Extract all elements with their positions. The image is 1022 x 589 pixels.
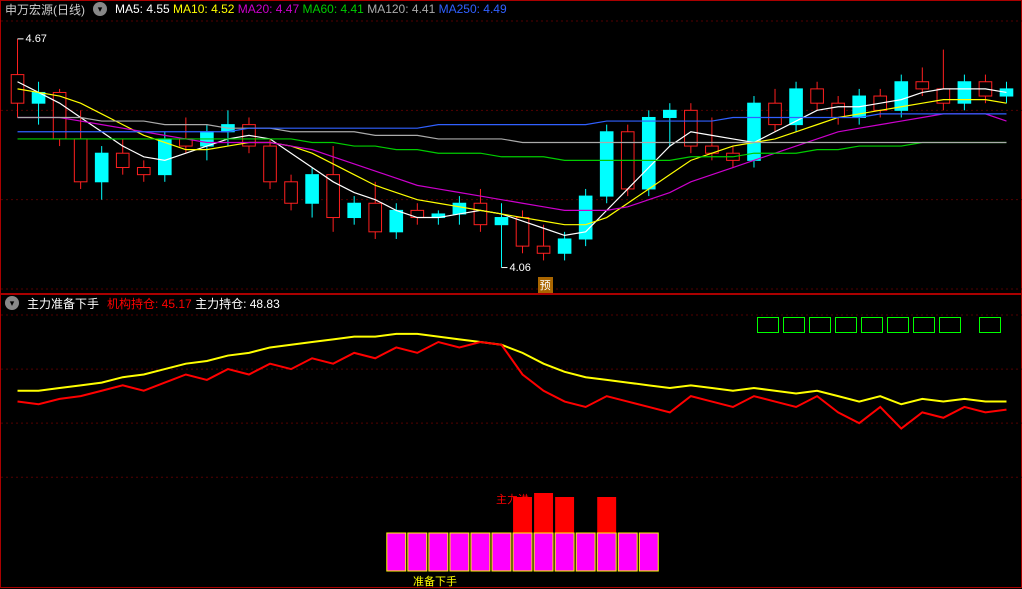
indicator-legend: 机构持仓: 45.17 主力持仓: 48.83 xyxy=(107,295,280,312)
bar-label-top: 主力进 xyxy=(496,491,529,507)
ma-legend: MA5: 4.55 MA10: 4.52 MA20: 4.47 MA60: 4.… xyxy=(115,2,507,16)
chevron-down-icon[interactable]: ▾ xyxy=(93,2,107,16)
yu-marker: 预 xyxy=(538,277,553,293)
indicator-title: 主力准备下手 xyxy=(27,295,99,312)
stock-title: 申万宏源(日线) xyxy=(5,1,85,18)
chevron-down-icon[interactable]: ▾ xyxy=(5,296,19,310)
price-high-label: 4.67 xyxy=(26,33,47,45)
price-low-label: 4.06 xyxy=(509,262,530,274)
price-chart-panel: 申万宏源(日线) ▾ MA5: 4.55 MA10: 4.52 MA20: 4.… xyxy=(0,0,1022,294)
indicator-svg[interactable] xyxy=(1,295,1022,589)
price-chart-svg[interactable] xyxy=(1,1,1022,295)
bar-label-bottom: 准备下手 xyxy=(413,573,457,589)
indicator-header: ▾ 主力准备下手 机构持仓: 45.17 主力持仓: 48.83 xyxy=(1,295,1021,311)
indicator-panel: ▾ 主力准备下手 机构持仓: 45.17 主力持仓: 48.83 主力进 准备下… xyxy=(0,294,1022,588)
price-chart-header: 申万宏源(日线) ▾ MA5: 4.55 MA10: 4.52 MA20: 4.… xyxy=(1,1,1021,17)
